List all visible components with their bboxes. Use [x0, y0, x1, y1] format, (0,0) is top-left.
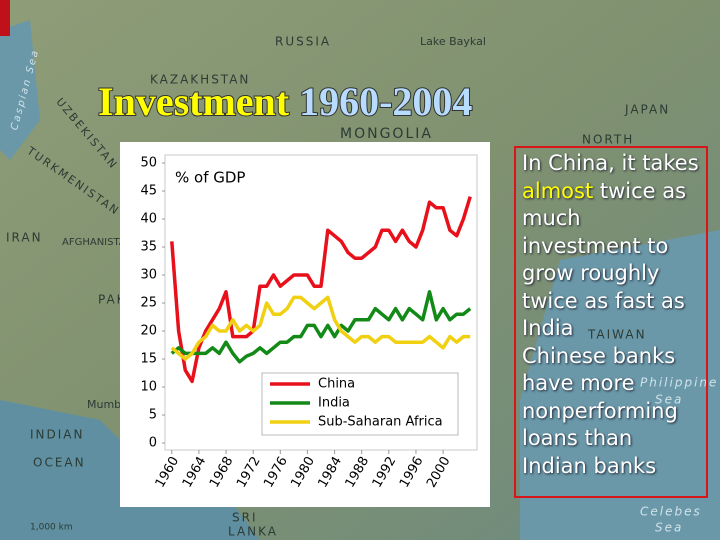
- sea: [0, 20, 40, 160]
- series-line: [170, 295, 471, 361]
- map-label: INDIAN: [30, 428, 84, 442]
- map-label: MONGOLIA: [340, 126, 433, 142]
- legend-label: China: [318, 377, 355, 392]
- text-run: twice as much investment to grow roughly…: [522, 178, 687, 341]
- map-label: Sea: [655, 393, 683, 407]
- map-label: OCEAN: [33, 456, 86, 470]
- map-label: Lake Baykal: [420, 35, 486, 48]
- y-tick-label: 50: [140, 156, 157, 171]
- series-line: [170, 290, 472, 364]
- y-tick-label: 20: [140, 324, 157, 339]
- text-run: almost: [522, 178, 594, 203]
- corner-mark: [0, 0, 10, 36]
- map-label: 1,000 km: [30, 523, 73, 533]
- y-tick-label: 0: [149, 436, 157, 451]
- ocean: [520, 230, 720, 540]
- map-label: Mumbai: [87, 398, 131, 411]
- y-tick-label: 25: [140, 296, 157, 311]
- map-label: JAPAN: [624, 103, 670, 117]
- y-axis-label: % of GDP: [175, 169, 245, 187]
- text-run: In China, it takes: [522, 151, 699, 175]
- slide-title: Investment 1960-2004: [98, 79, 472, 124]
- paragraph: Chinese banks have more nonperforming lo…: [522, 343, 678, 478]
- map-label: SRI: [232, 511, 258, 525]
- series-line: [170, 196, 472, 384]
- y-tick-label: 5: [149, 408, 157, 423]
- legend-label: India: [318, 396, 350, 411]
- paragraph: In China, it takes almost twice as much …: [522, 150, 700, 343]
- title-part: 1960-2004: [299, 79, 472, 124]
- map-label: Celebes: [640, 505, 702, 519]
- map-label: Sea: [655, 521, 683, 535]
- title-part: Investment: [98, 79, 290, 124]
- legend-label: Sub-Saharan Africa: [318, 415, 443, 430]
- y-tick-label: 15: [140, 352, 157, 367]
- map-label: IRAN: [6, 231, 43, 245]
- map-label: AFGHANISTAN: [62, 237, 133, 248]
- map-label: KAZAKHSTAN: [150, 73, 250, 87]
- map-label: LANKA: [228, 525, 278, 539]
- map-label: NORTH: [582, 133, 634, 147]
- y-tick-label: 10: [140, 380, 157, 395]
- y-tick-label: 30: [140, 268, 157, 283]
- text-box: In China, it takes almost twice as much …: [514, 146, 708, 498]
- map-label: Philippine: [640, 376, 718, 390]
- y-tick-label: 35: [140, 240, 157, 255]
- map-label: RUSSIA: [275, 35, 331, 49]
- y-tick-label: 40: [140, 212, 157, 227]
- map-label: TAIWAN: [587, 328, 647, 342]
- y-tick-label: 45: [140, 184, 157, 199]
